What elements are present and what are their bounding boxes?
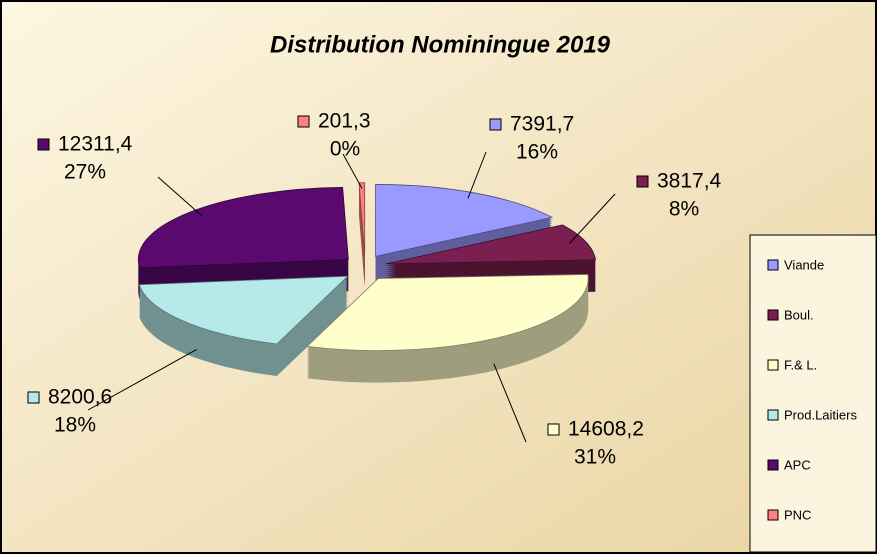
leader-line [467,151,487,199]
value-label: 14608,2 [568,418,644,441]
legend-marker [767,459,779,471]
legend-label: F.& L. [784,357,817,372]
label-marker [27,391,40,404]
slice [138,275,349,345]
label-marker [636,175,649,188]
percent-label: 31% [574,446,616,469]
legend-label: PNC [784,507,811,522]
value-label: 8200,6 [48,386,112,409]
slice [375,184,554,257]
legend-marker [767,309,779,321]
percent-label: 0% [330,138,360,161]
label-marker [297,115,310,128]
percent-label: 16% [516,141,558,164]
value-label: 12311,4 [58,133,133,156]
slice [306,274,589,351]
leader-line [493,363,527,443]
label-marker [489,118,502,131]
value-label: 201,3 [318,110,371,133]
value-label: 7391,7 [510,113,574,136]
slice [385,224,597,265]
percent-label: 8% [669,198,699,221]
legend [749,234,877,553]
legend-marker [767,509,779,521]
label-marker [37,138,50,151]
leader-line [569,193,616,244]
percent-label: 18% [54,414,96,437]
legend-marker [767,259,779,271]
leader-line [342,153,363,189]
label-marker [547,423,560,436]
leader-line [87,349,197,411]
percent-label: 27% [64,161,106,184]
legend-label: Viande [784,257,824,272]
legend-label: APC [784,457,811,472]
slice [137,186,349,269]
leader-line [157,176,203,217]
legend-marker [767,359,779,371]
legend-marker [767,409,779,421]
chart-title: Distribution Nominingue 2019 [270,31,611,58]
legend-label: Boul. [784,307,814,322]
legend-label: Prod.Laitiers [784,407,857,422]
value-label: 3817,4 [657,170,722,193]
